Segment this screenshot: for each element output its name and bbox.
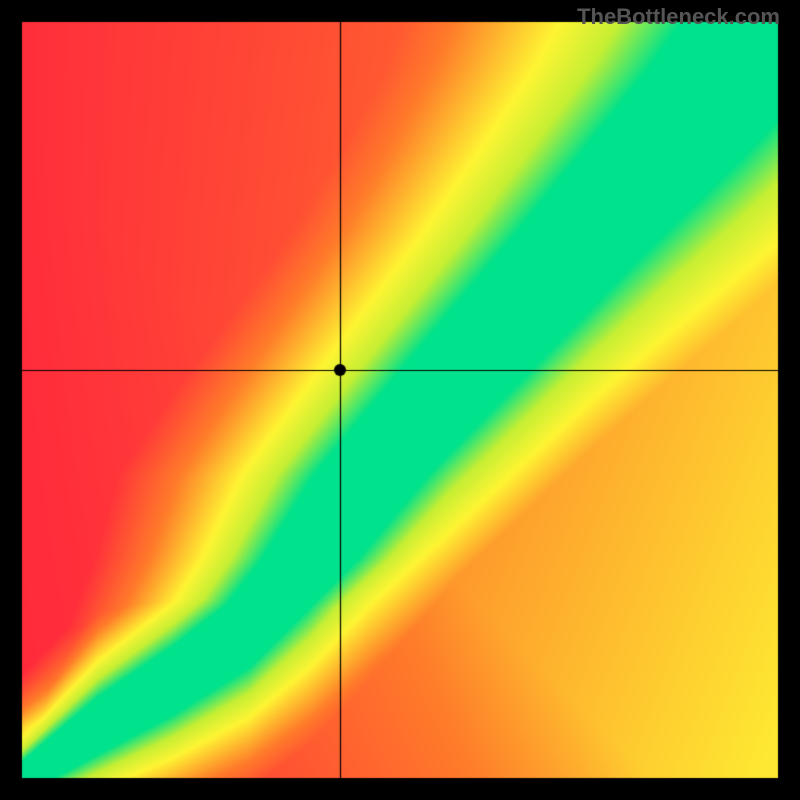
bottleneck-heatmap-canvas bbox=[0, 0, 800, 800]
watermark-text: TheBottleneck.com bbox=[577, 4, 780, 30]
chart-container: TheBottleneck.com bbox=[0, 0, 800, 800]
